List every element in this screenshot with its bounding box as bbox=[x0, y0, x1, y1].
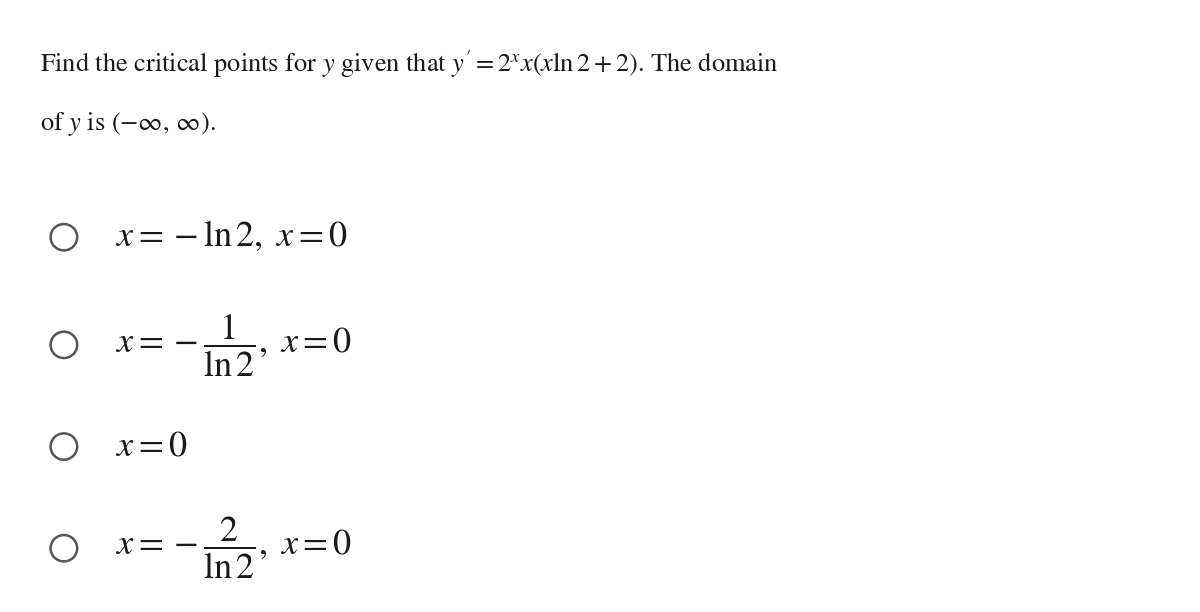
Text: Find the critical points for $\mathit{y}$ given that $y' = 2^{x}x(x\ln 2 + 2)$. : Find the critical points for $\mathit{y}… bbox=[40, 48, 779, 80]
Text: $x = -\dfrac{2}{\ln 2}, \ x = 0$: $x = -\dfrac{2}{\ln 2}, \ x = 0$ bbox=[116, 515, 352, 581]
Text: of $\mathit{y}$ is $\left(-\infty,\, \infty\right)$.: of $\mathit{y}$ is $\left(-\infty,\, \in… bbox=[40, 110, 216, 138]
Text: $x = -\dfrac{1}{\ln 2}, \ x = 0$: $x = -\dfrac{1}{\ln 2}, \ x = 0$ bbox=[116, 312, 352, 378]
Text: $x = 0$: $x = 0$ bbox=[116, 430, 187, 463]
Text: $x = -\ln 2, \ x = 0$: $x = -\ln 2, \ x = 0$ bbox=[116, 220, 347, 255]
